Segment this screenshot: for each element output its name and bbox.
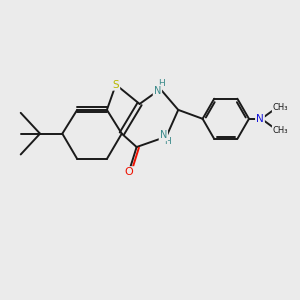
Text: S: S xyxy=(112,80,119,90)
Text: H: H xyxy=(164,137,171,146)
Text: O: O xyxy=(125,167,134,177)
Text: CH₃: CH₃ xyxy=(273,126,288,135)
Text: N: N xyxy=(256,114,264,124)
Text: N: N xyxy=(154,85,161,96)
Text: H: H xyxy=(158,79,165,88)
Text: CH₃: CH₃ xyxy=(273,103,288,112)
Text: N: N xyxy=(160,130,167,140)
